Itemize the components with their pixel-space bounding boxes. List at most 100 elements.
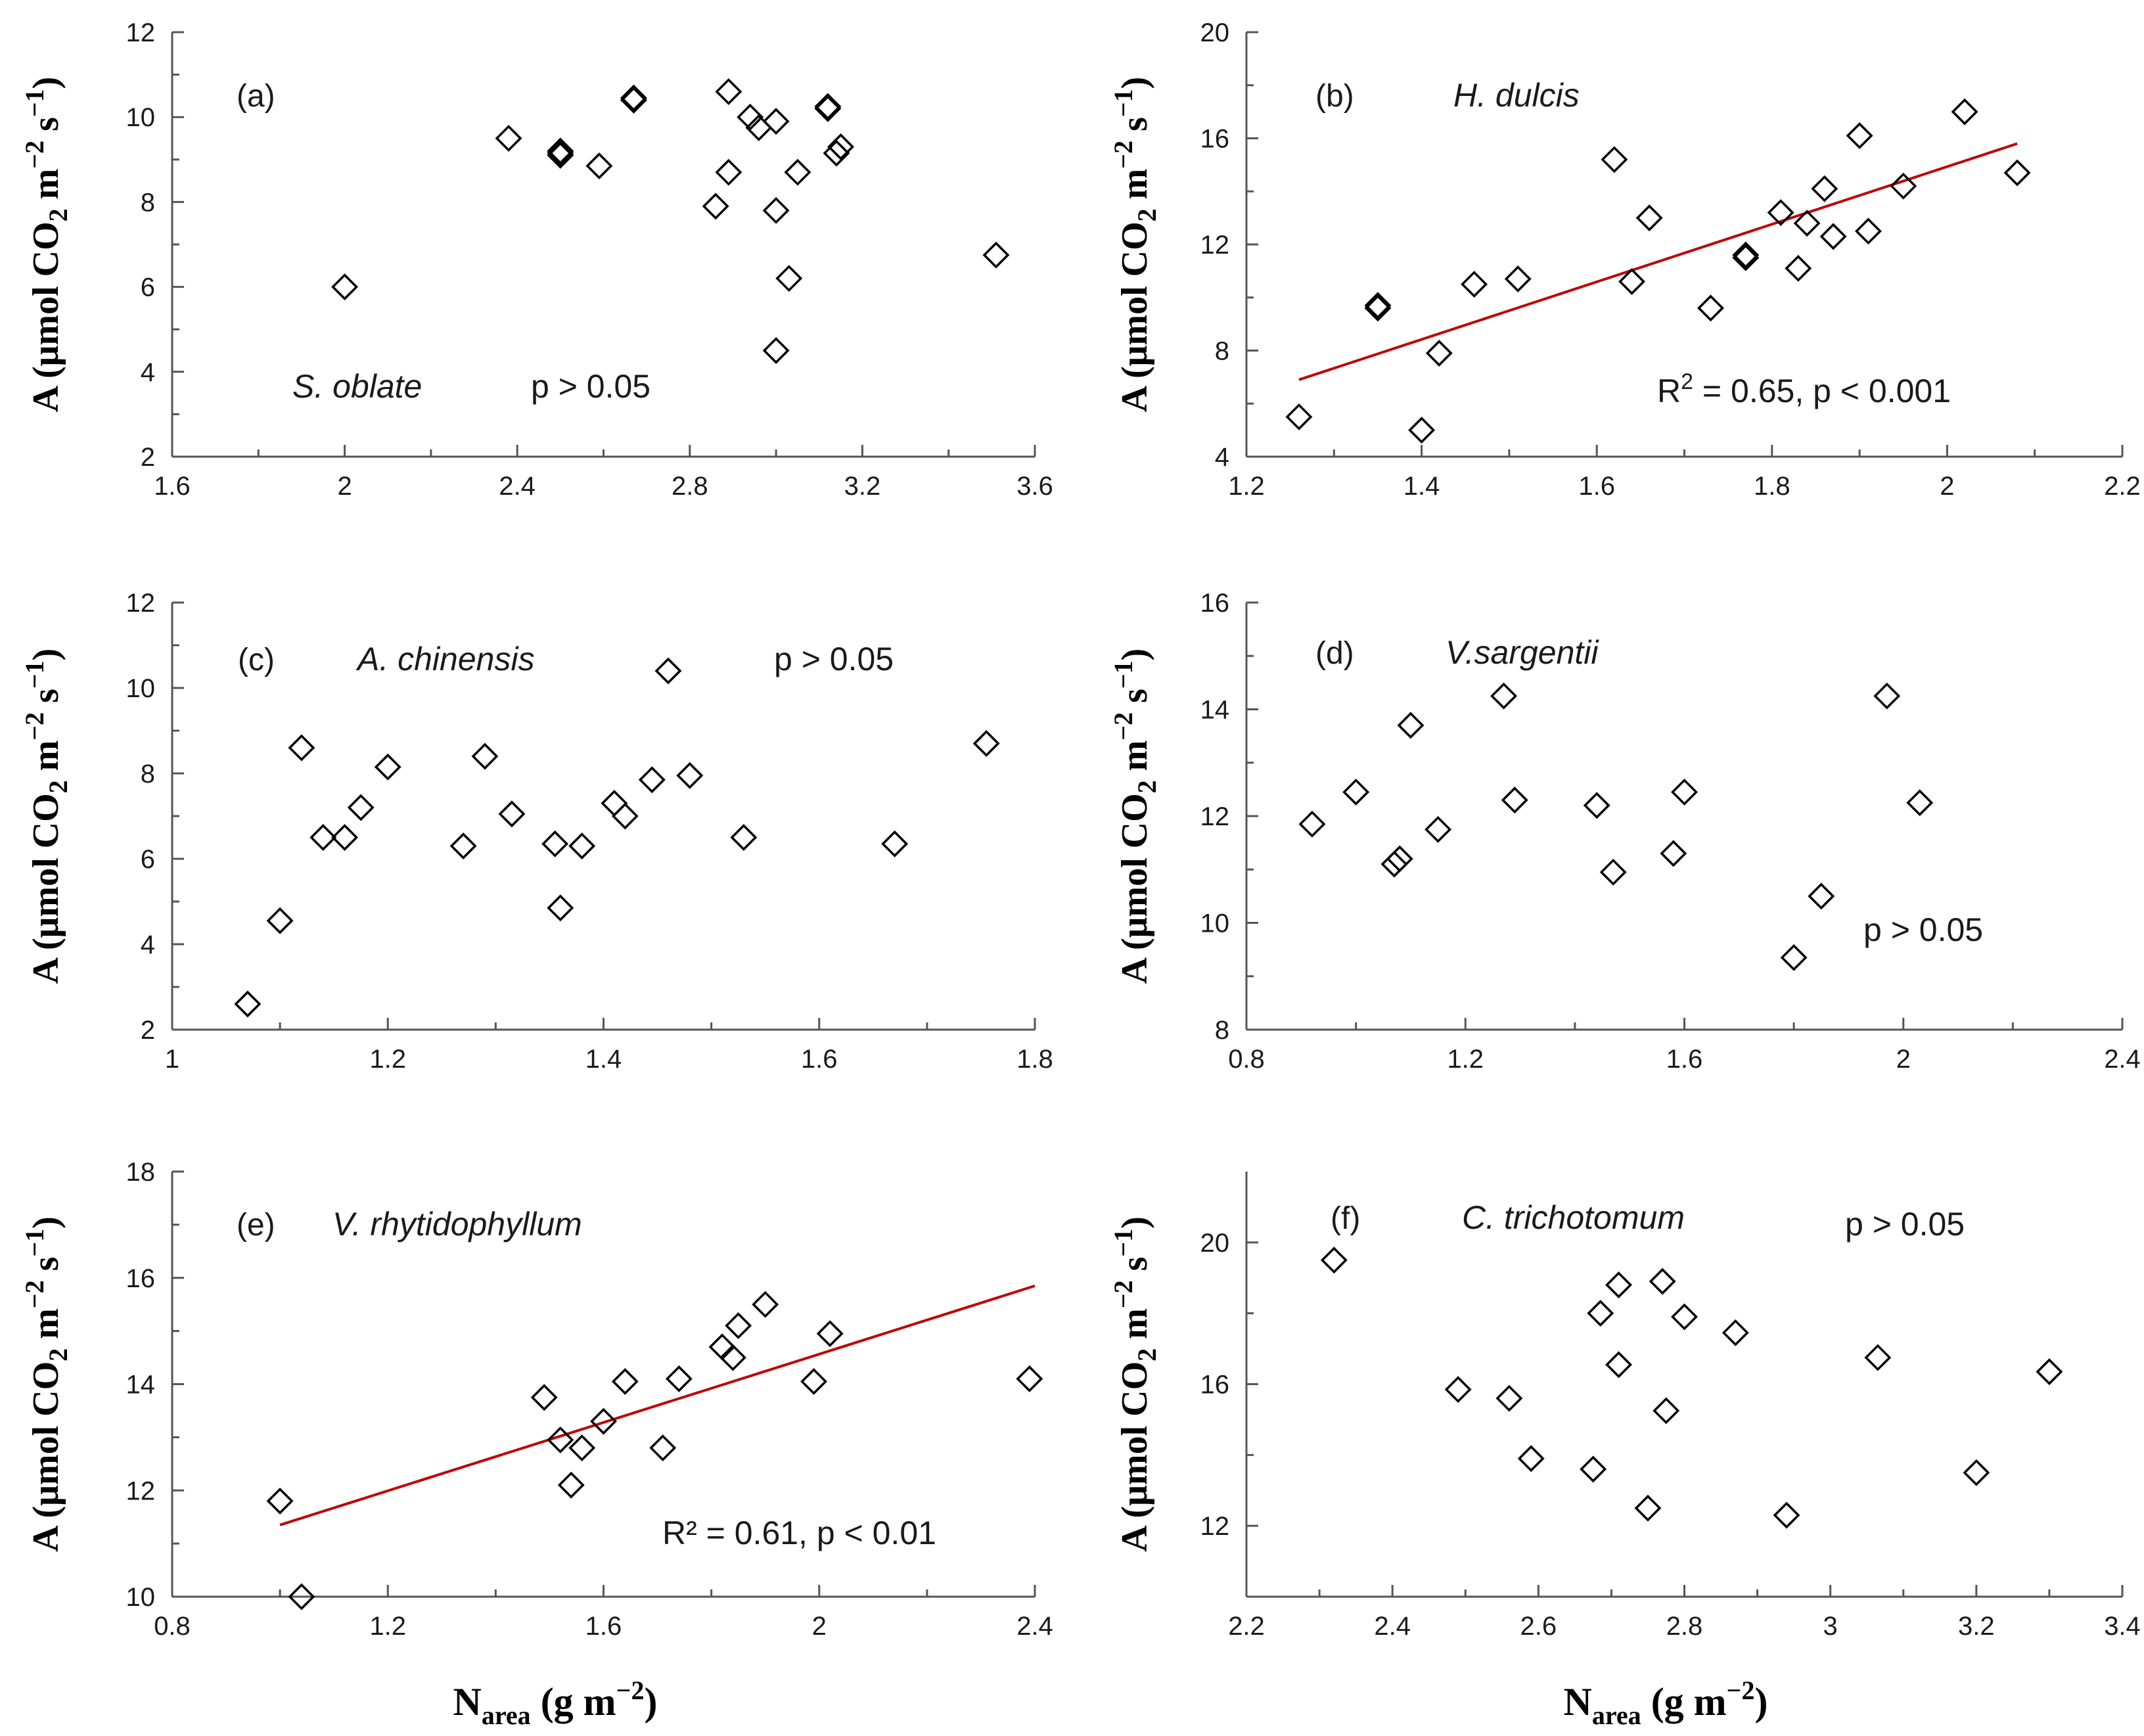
x-tick-label: 2.4 [1016, 1612, 1053, 1641]
data-point [547, 141, 574, 169]
y-tick-label: 4 [1215, 443, 1229, 472]
data-point [590, 1407, 617, 1435]
stats-text: p > 0.05 [1845, 1206, 1965, 1243]
y-axis-title: A (μmol CO2 m−2 s−1) [20, 1216, 73, 1552]
stats-text: p > 0.05 [531, 368, 650, 405]
x-tick-label: 2.4 [499, 472, 536, 501]
x-tick-label: 2 [812, 1612, 827, 1641]
data-point [638, 766, 666, 794]
y-tick-label: 16 [1200, 125, 1230, 154]
data-point [1906, 789, 1934, 817]
y-tick-label: 10 [1200, 909, 1230, 938]
stats-text: p > 0.05 [774, 641, 894, 677]
data-point [1618, 268, 1645, 295]
data-point [816, 1320, 844, 1348]
y-tick-label: 14 [1200, 696, 1230, 725]
data-point [982, 241, 1010, 269]
data-point [730, 824, 758, 851]
data-point [737, 103, 764, 131]
stats-text: p > 0.05 [1863, 911, 1983, 948]
data-point [620, 84, 647, 112]
y-tick-label: 10 [126, 1583, 156, 1612]
data-point [762, 196, 790, 224]
data-point [1873, 682, 1901, 710]
y-tick-label: 8 [1215, 337, 1229, 366]
panel-f: 2.2 2.4 2.6 2.8 3 3.2 3.4 12 16 20 (f) C. trichotom… [1108, 1172, 2141, 1641]
data-point [1854, 217, 1882, 245]
y-tick-label: 12 [1200, 1512, 1230, 1541]
panel-c: 1 1.2 1.4 1.6 1.8 2 4 6 8 10 12 (c) A. chinensis p > … [20, 589, 1053, 1074]
data-point [1808, 882, 1835, 910]
data-point [1583, 792, 1610, 819]
panel-d: 0.8 1.2 1.6 2 2.4 8 10 12 14 16 (d) V.sargentii p > … [1108, 589, 2141, 1074]
y-tick-label: 10 [126, 674, 156, 703]
data-point [568, 833, 596, 859]
data-point [762, 108, 790, 135]
data-point [1285, 403, 1313, 430]
data-point [1425, 815, 1452, 843]
x-tick-label: 1.4 [585, 1045, 622, 1074]
data-point [547, 137, 574, 165]
data-point [620, 86, 647, 114]
x-tick-label: 2.8 [672, 472, 708, 501]
x-tick-label: 3.4 [2104, 1612, 2141, 1641]
x-tick-label: 0.8 [1228, 1045, 1265, 1074]
data-point [2036, 1358, 2063, 1386]
data-point [547, 894, 574, 922]
x-tick-label: 1.8 [1016, 1045, 1053, 1074]
y-tick-label: 16 [126, 1264, 156, 1293]
data-point [725, 1312, 752, 1340]
panel-tag: (a) [237, 79, 275, 114]
x-tick-label: 3.2 [1958, 1612, 1995, 1641]
y-tick-label: 12 [126, 1476, 156, 1505]
x-axis-titles: Narea (g m−2) Narea (g m−2) [453, 1676, 1768, 1730]
x-tick-label: 2.2 [2104, 472, 2141, 501]
data-point [649, 1434, 677, 1462]
data-point [715, 78, 742, 105]
data-point [557, 1471, 585, 1499]
y-tick-label: 6 [141, 273, 155, 302]
x-tick-label: 1.2 [369, 1612, 406, 1641]
panel-e: 0.8 1.2 1.6 2 2.4 10 12 14 16 18 (e) V. rhytidophyl… [20, 1158, 1053, 1641]
y-axis-title: A (μmol CO2 m−2 s−1) [1108, 77, 1162, 413]
data-point [719, 1344, 746, 1371]
data-point [1635, 204, 1663, 232]
data-point [530, 1384, 558, 1411]
regression-line [1298, 142, 2018, 381]
data-point [611, 802, 639, 830]
data-point [234, 990, 262, 1018]
data-point [585, 152, 613, 179]
data-point [288, 1583, 315, 1610]
data-point [1490, 682, 1518, 710]
data-point [288, 734, 315, 762]
data-point [1380, 850, 1408, 878]
data-point [1819, 223, 1847, 250]
x-tick-label: 2.2 [1228, 1612, 1265, 1641]
data-point [547, 1426, 574, 1453]
species-name: C. trichotomum [1462, 1199, 1685, 1236]
y-tick-label: 4 [141, 930, 155, 959]
data-point [2003, 159, 2031, 187]
data-point [1722, 1319, 1749, 1346]
y-tick-label: 8 [1215, 1016, 1229, 1045]
data-point [1342, 778, 1370, 806]
stats-text: R² = 0.61, p < 0.01 [662, 1515, 936, 1551]
data-point [1785, 254, 1812, 282]
data-point [1605, 1351, 1632, 1379]
data-point [1671, 778, 1698, 806]
y-axis-title: A (μmol CO2 m−2 s−1) [1108, 1216, 1162, 1552]
x-tick-label: 2.4 [2104, 1045, 2141, 1074]
data-point [1649, 1268, 1676, 1295]
y-tick-label: 8 [141, 188, 155, 217]
data-point [1444, 1376, 1472, 1404]
x-tick-label: 1.6 [801, 1045, 838, 1074]
y-tick-label: 20 [1200, 1229, 1230, 1258]
y-tick-label: 14 [126, 1371, 156, 1400]
data-point [823, 139, 850, 167]
data-point [1634, 1494, 1662, 1522]
data-point [449, 833, 477, 859]
x-tick-label: 2 [1940, 472, 1954, 501]
x-tick-label: 0.8 [154, 1612, 191, 1641]
y-tick-label: 16 [1200, 589, 1230, 618]
